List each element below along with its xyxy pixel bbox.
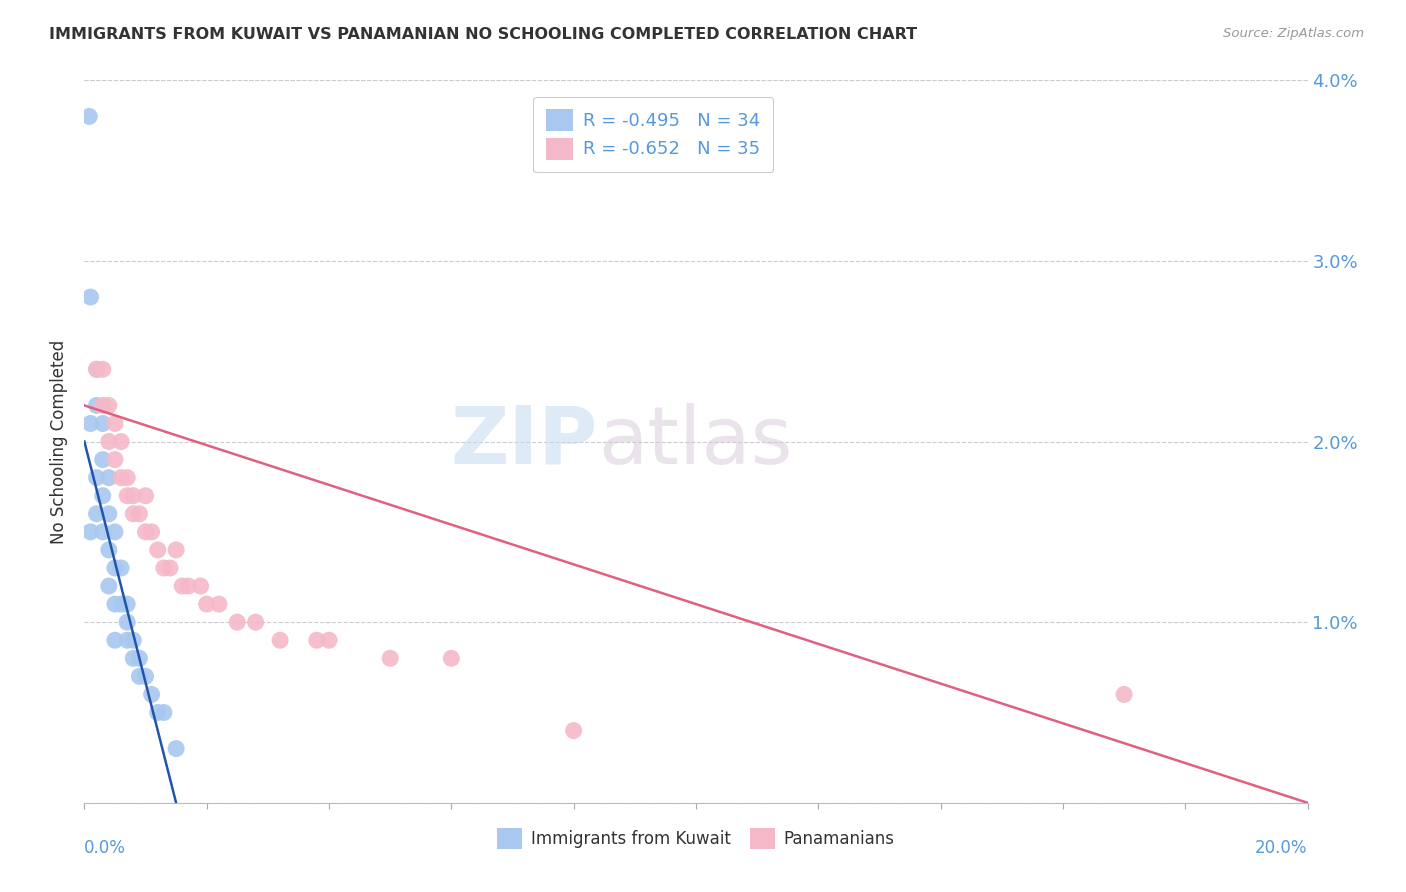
Point bbox=[115, 633, 138, 648]
Point bbox=[135, 524, 157, 539]
Point bbox=[79, 417, 101, 431]
Point bbox=[86, 398, 108, 412]
Point bbox=[110, 561, 132, 575]
Point bbox=[195, 597, 218, 611]
Point bbox=[91, 398, 114, 412]
Point bbox=[79, 524, 101, 539]
Text: atlas: atlas bbox=[598, 402, 793, 481]
Point bbox=[440, 651, 463, 665]
Point bbox=[104, 597, 127, 611]
Point bbox=[146, 706, 169, 720]
Point bbox=[115, 615, 138, 630]
Point bbox=[122, 507, 145, 521]
Point bbox=[97, 471, 120, 485]
Point bbox=[86, 362, 108, 376]
Point bbox=[1114, 687, 1136, 701]
Point bbox=[104, 524, 127, 539]
Text: Source: ZipAtlas.com: Source: ZipAtlas.com bbox=[1223, 27, 1364, 40]
Point bbox=[380, 651, 402, 665]
Point bbox=[172, 579, 194, 593]
Point bbox=[128, 507, 150, 521]
Point bbox=[122, 651, 145, 665]
Point bbox=[128, 651, 150, 665]
Point bbox=[305, 633, 328, 648]
Point bbox=[269, 633, 291, 648]
Point bbox=[141, 687, 163, 701]
Point bbox=[97, 434, 120, 449]
Text: ZIP: ZIP bbox=[451, 402, 598, 481]
Point bbox=[86, 362, 108, 376]
Point bbox=[165, 542, 187, 557]
Text: IMMIGRANTS FROM KUWAIT VS PANAMANIAN NO SCHOOLING COMPLETED CORRELATION CHART: IMMIGRANTS FROM KUWAIT VS PANAMANIAN NO … bbox=[49, 27, 917, 42]
Point bbox=[91, 489, 114, 503]
Point bbox=[104, 561, 127, 575]
Point bbox=[91, 417, 114, 431]
Point bbox=[115, 489, 138, 503]
Point bbox=[86, 471, 108, 485]
Point bbox=[91, 362, 114, 376]
Point bbox=[104, 417, 127, 431]
Point bbox=[86, 507, 108, 521]
Point bbox=[110, 471, 132, 485]
Point bbox=[135, 669, 157, 683]
Point bbox=[245, 615, 267, 630]
Point bbox=[135, 489, 157, 503]
Point bbox=[165, 741, 187, 756]
Point bbox=[104, 452, 127, 467]
Text: 20.0%: 20.0% bbox=[1256, 838, 1308, 857]
Point bbox=[177, 579, 200, 593]
Y-axis label: No Schooling Completed: No Schooling Completed bbox=[51, 340, 69, 543]
Point bbox=[122, 633, 145, 648]
Point bbox=[208, 597, 231, 611]
Point bbox=[97, 507, 120, 521]
Point bbox=[115, 597, 138, 611]
Point bbox=[91, 524, 114, 539]
Point bbox=[153, 706, 176, 720]
Point bbox=[562, 723, 585, 738]
Legend: Immigrants from Kuwait, Panamanians: Immigrants from Kuwait, Panamanians bbox=[498, 829, 894, 848]
Point bbox=[97, 398, 120, 412]
Text: 0.0%: 0.0% bbox=[84, 838, 127, 857]
Point bbox=[190, 579, 212, 593]
Point bbox=[79, 290, 101, 304]
Point bbox=[141, 524, 163, 539]
Point bbox=[159, 561, 181, 575]
Point bbox=[97, 579, 120, 593]
Point bbox=[104, 633, 127, 648]
Point bbox=[226, 615, 249, 630]
Point bbox=[77, 109, 100, 123]
Point bbox=[110, 597, 132, 611]
Point bbox=[110, 434, 132, 449]
Point bbox=[91, 452, 114, 467]
Point bbox=[146, 542, 169, 557]
Point bbox=[122, 489, 145, 503]
Point bbox=[153, 561, 176, 575]
Point bbox=[318, 633, 340, 648]
Point bbox=[128, 669, 150, 683]
Point bbox=[97, 542, 120, 557]
Point bbox=[115, 471, 138, 485]
